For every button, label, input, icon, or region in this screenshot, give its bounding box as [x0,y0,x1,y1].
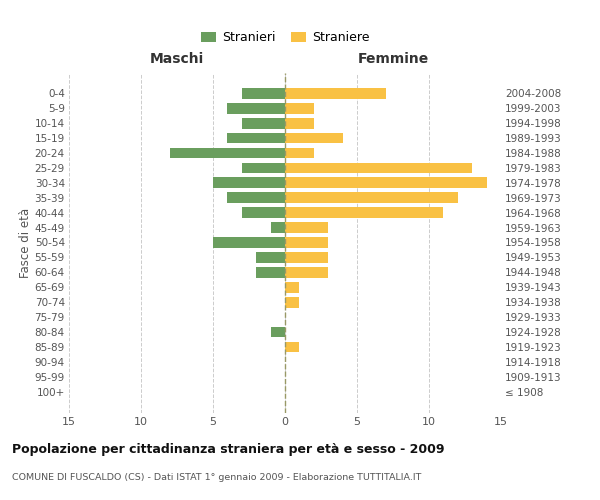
Bar [285,282,299,292]
Bar [285,237,328,248]
Bar [285,252,328,263]
Bar [242,162,285,173]
Bar [285,162,472,173]
Bar [285,148,314,158]
Bar [227,192,285,203]
Bar [213,178,285,188]
Bar [285,132,343,143]
Bar [285,267,328,278]
Bar [170,148,285,158]
Bar [242,118,285,128]
Bar [227,103,285,114]
Legend: Stranieri, Straniere: Stranieri, Straniere [196,26,374,49]
Bar [285,342,299,352]
Bar [227,132,285,143]
Bar [285,192,458,203]
Text: Femmine: Femmine [358,52,428,66]
Bar [285,118,314,128]
Bar [242,88,285,99]
Bar [285,222,328,233]
Bar [271,326,285,338]
Bar [242,208,285,218]
Bar [256,267,285,278]
Bar [285,88,386,99]
Bar [271,222,285,233]
Text: Maschi: Maschi [150,52,204,66]
Text: COMUNE DI FUSCALDO (CS) - Dati ISTAT 1° gennaio 2009 - Elaborazione TUTTITALIA.I: COMUNE DI FUSCALDO (CS) - Dati ISTAT 1° … [12,472,421,482]
Bar [285,103,314,114]
Bar [256,252,285,263]
Bar [285,208,443,218]
Bar [285,178,487,188]
Bar [213,237,285,248]
Bar [285,297,299,308]
Text: Popolazione per cittadinanza straniera per età e sesso - 2009: Popolazione per cittadinanza straniera p… [12,442,445,456]
Y-axis label: Fasce di età: Fasce di età [19,208,32,278]
